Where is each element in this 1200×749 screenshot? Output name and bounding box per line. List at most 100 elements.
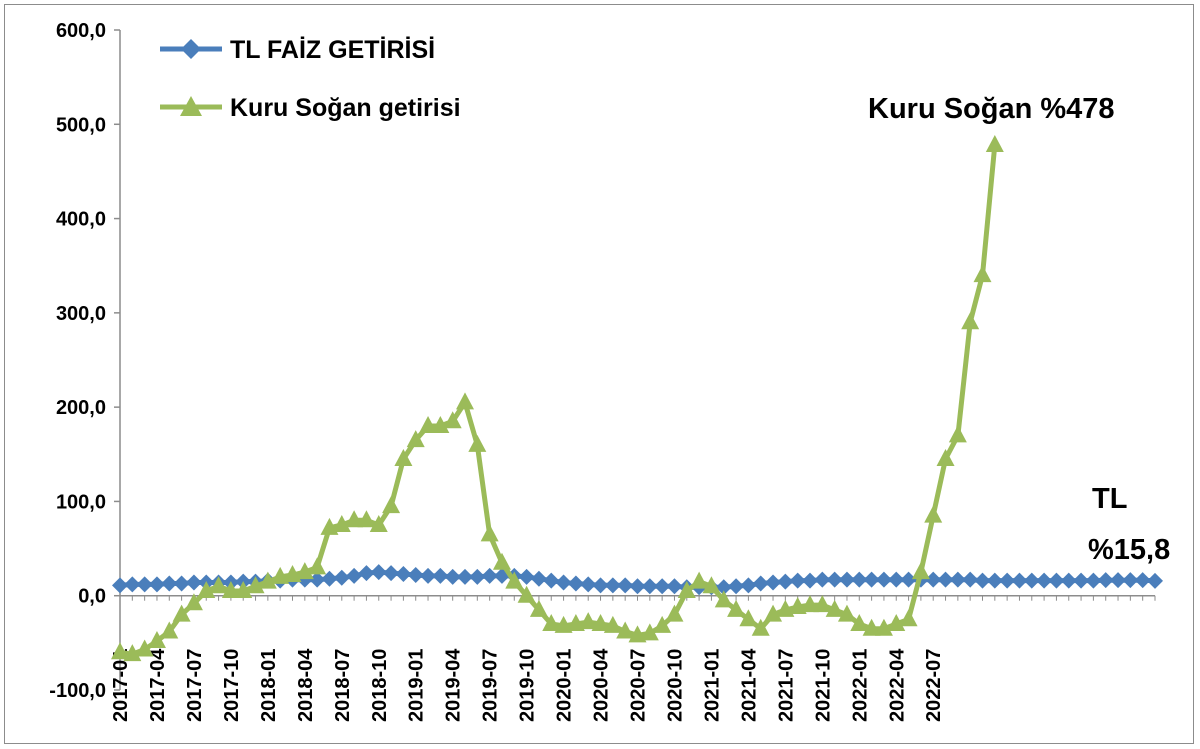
x-tick-label: 2019-07	[480, 649, 502, 722]
data-point	[456, 392, 474, 410]
data-point	[505, 571, 524, 589]
data-point	[814, 571, 831, 588]
data-point	[148, 576, 165, 593]
data-point	[184, 593, 203, 611]
data-point	[851, 571, 868, 588]
legend-item-tl[interactable]: TL FAİZ GETİRİSİ	[160, 36, 435, 64]
data-point	[333, 569, 350, 586]
legend: TL FAİZ GETİRİSİ Kuru Soğan getirisi	[160, 36, 461, 122]
data-point	[1134, 572, 1151, 589]
data-point	[332, 515, 351, 532]
x-tick-label: 2020-07	[628, 649, 650, 722]
data-point	[161, 575, 178, 592]
data-point	[888, 571, 905, 588]
data-point	[665, 604, 684, 622]
x-tick-label: 2017-01	[110, 649, 132, 722]
data-point	[1060, 572, 1077, 589]
x-tick-label: 2021-01	[701, 649, 723, 722]
legend-label-onion: Kuru Soğan getirisi	[230, 94, 461, 122]
data-point	[1110, 572, 1127, 589]
data-point	[185, 574, 202, 591]
data-point	[863, 571, 880, 588]
data-point	[592, 577, 609, 594]
y-tick-label: 500,0	[56, 114, 106, 136]
series-layer	[111, 135, 1163, 662]
x-tick-label: 2020-10	[664, 649, 686, 722]
legend-marker-diamond-icon	[181, 39, 201, 59]
data-point	[764, 604, 783, 622]
data-point	[173, 575, 190, 592]
data-point	[1122, 572, 1139, 589]
data-point	[813, 595, 832, 613]
data-point	[765, 574, 782, 591]
data-point	[457, 568, 473, 585]
data-point	[147, 630, 166, 648]
data-point	[136, 576, 153, 593]
data-point	[985, 135, 1004, 153]
data-point	[124, 576, 141, 593]
data-point	[345, 510, 364, 528]
y-ticks: 600,0 500,0 400,0 300,0 200,0 100,0 0,0 -100,0	[49, 20, 120, 702]
data-point	[309, 571, 326, 588]
data-point	[788, 597, 807, 615]
data-point	[172, 604, 191, 622]
x-tick-label: 2020-01	[554, 649, 576, 722]
legend-item-onion[interactable]: Kuru Soğan getirisi	[160, 94, 461, 122]
data-point	[1073, 572, 1090, 589]
x-tick-label: 2017-04	[147, 648, 169, 722]
data-point	[640, 623, 659, 641]
data-point	[629, 578, 646, 595]
data-point	[911, 562, 930, 580]
data-point	[123, 644, 142, 662]
chart-frame	[4, 4, 1194, 744]
data-point	[714, 590, 733, 608]
data-point	[986, 572, 1003, 589]
data-point	[395, 566, 412, 583]
data-point	[370, 564, 387, 581]
y-tick-label: -100,0	[49, 680, 106, 702]
data-point	[1085, 572, 1102, 589]
x-tick-label: 2022-04	[886, 648, 908, 722]
data-point	[962, 571, 979, 588]
data-point	[654, 578, 671, 595]
data-point	[1011, 572, 1028, 589]
x-tick-label: 2017-07	[184, 649, 206, 722]
data-point	[1023, 572, 1040, 589]
data-point	[789, 572, 806, 589]
x-tick-label: 2018-10	[369, 649, 391, 722]
data-point	[728, 578, 745, 595]
data-point	[492, 552, 511, 570]
x-tick-label: 2018-01	[258, 649, 280, 722]
data-point	[974, 572, 991, 589]
data-point	[481, 567, 498, 584]
data-point	[419, 416, 438, 433]
data-point	[802, 572, 818, 589]
y-tick-label: 300,0	[56, 303, 106, 325]
data-point	[641, 578, 658, 595]
data-point	[258, 571, 277, 589]
data-point	[924, 505, 943, 523]
data-point	[321, 570, 338, 587]
data-point	[112, 577, 128, 594]
data-point	[444, 568, 461, 585]
y-tick-label: 0,0	[78, 586, 106, 608]
annotation-tl-line2: %15,8	[1088, 534, 1170, 566]
data-point	[246, 576, 265, 594]
data-point	[838, 571, 855, 588]
series-kuru-sogan	[111, 135, 1004, 662]
data-point	[530, 570, 547, 587]
data-point	[469, 568, 486, 585]
data-point	[653, 615, 672, 633]
data-point	[221, 581, 240, 598]
data-point	[739, 609, 758, 627]
legend-marker-triangle-icon	[180, 96, 202, 116]
data-point	[346, 567, 363, 584]
data-point	[617, 577, 634, 594]
data-point	[554, 615, 573, 633]
data-point	[543, 572, 560, 589]
data-point	[1147, 572, 1163, 589]
data-point	[603, 615, 622, 633]
data-point	[961, 312, 980, 330]
x-tick-label: 2019-10	[517, 649, 539, 722]
y-tick-label: 600,0	[56, 20, 106, 42]
